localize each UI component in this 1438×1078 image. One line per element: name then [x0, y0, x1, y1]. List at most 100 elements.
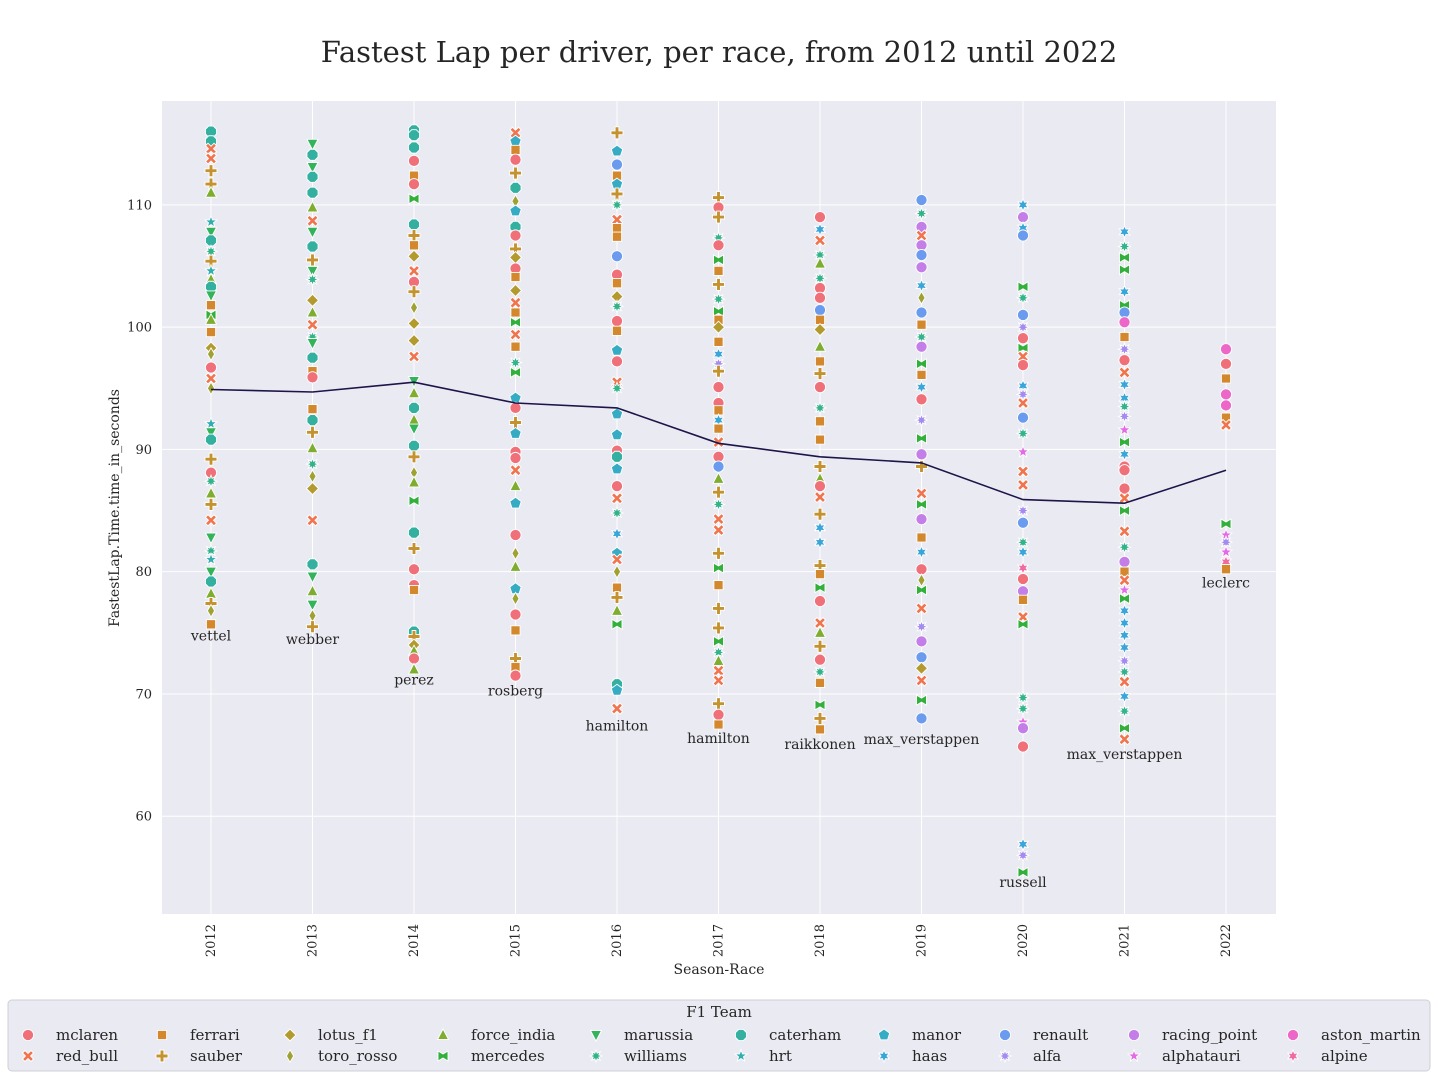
legend-label-mercedes: mercedes	[471, 1047, 545, 1065]
data-point-renault	[813, 304, 827, 317]
data-point-sauber	[204, 254, 218, 268]
data-point-ferrari	[510, 661, 521, 673]
data-point-red_bull	[1016, 350, 1030, 363]
x-tick-label: 2012	[204, 924, 219, 957]
data-point-haas	[813, 535, 827, 550]
data-point-marussia	[306, 138, 319, 151]
x-tick-label: 2021	[1118, 924, 1133, 957]
data-point-force_india	[407, 386, 421, 399]
y-tick-label: 60	[135, 810, 152, 825]
legend-marker-ferrari	[156, 1029, 168, 1041]
data-point-ferrari	[1017, 594, 1029, 605]
y-tick-labels: 60 70 80 90 100 110	[127, 198, 152, 824]
data-point-manor	[610, 428, 624, 441]
legend-box	[7, 999, 1431, 1072]
data-point-williams	[609, 299, 625, 314]
data-point-ferrari	[205, 619, 217, 630]
data-point-marussia	[204, 226, 218, 239]
data-point-ferrari	[611, 223, 623, 234]
data-point-ferrari	[814, 677, 826, 688]
data-point-red_bull	[712, 674, 725, 687]
legend-marker-renault	[998, 1028, 1012, 1042]
data-point-williams	[203, 473, 219, 489]
data-point-mercedes	[611, 618, 623, 631]
data-point-force_india	[813, 339, 827, 352]
data-point-force_india	[712, 471, 725, 484]
data-point-mclaren	[712, 708, 725, 721]
data-point-mercedes	[916, 694, 927, 706]
data-point-red_bull	[712, 435, 725, 449]
data-point-renault	[610, 158, 624, 171]
data-point-ferrari	[611, 231, 623, 242]
data-point-force_india	[204, 312, 218, 325]
legend-entries: mclaren red_bull ferrari sauber lotus_f1toro…	[21, 1026, 1421, 1065]
data-point-haas	[1118, 689, 1131, 704]
data-point-sauber	[712, 546, 725, 560]
data-point-toro_rosso	[511, 591, 520, 606]
data-point-manor	[509, 204, 522, 217]
data-point-alphatauri	[1117, 422, 1132, 436]
data-point-manor	[610, 343, 624, 356]
data-point-red_bull	[813, 616, 827, 630]
data-point-mercedes	[1017, 866, 1029, 879]
driver-annotation: rosberg	[488, 683, 543, 699]
data-point-ferrari	[510, 144, 521, 155]
data-point-mclaren	[1219, 357, 1233, 370]
data-point-mclaren	[509, 153, 522, 166]
data-point-red_bull	[712, 523, 725, 537]
data-point-haas	[915, 544, 928, 560]
data-point-red_bull	[204, 372, 218, 385]
data-point-force_india	[813, 256, 827, 269]
data-point-red_bull	[509, 126, 522, 139]
driver-annotation: russell	[999, 875, 1047, 891]
data-point-mercedes	[916, 498, 927, 511]
data-point-williams	[1015, 290, 1031, 306]
data-point-ferrari	[713, 314, 724, 325]
mean-line	[210, 381, 1227, 505]
data-point-alfa	[914, 412, 929, 428]
driver-annotation: raikkonen	[784, 737, 855, 753]
data-point-marussia	[306, 162, 319, 174]
data-point-red_bull	[610, 213, 624, 226]
data-point-ferrari	[510, 271, 521, 283]
data-point-renault	[915, 248, 928, 262]
data-point-ferrari	[1119, 331, 1130, 343]
data-point-red_bull	[915, 674, 928, 687]
data-point-marussia	[306, 265, 319, 278]
data-point-renault	[1016, 229, 1030, 242]
data-point-sauber	[813, 367, 827, 381]
data-point-mclaren	[813, 594, 827, 608]
legend-marker-aston_martin	[1286, 1028, 1300, 1042]
data-point-toro_rosso	[206, 603, 216, 618]
data-point-alfa	[1015, 503, 1031, 518]
data-point-racing_point	[1016, 722, 1030, 735]
data-point-ferrari	[713, 719, 724, 730]
data-point-alphatauri	[1015, 444, 1031, 458]
y-tick-label: 100	[127, 321, 152, 336]
data-point-red_bull	[509, 328, 522, 341]
data-point-mercedes	[1119, 263, 1130, 276]
y-tick-label: 110	[127, 198, 152, 213]
data-point-haas	[1118, 284, 1131, 299]
data-point-ferrari	[408, 170, 420, 181]
data-point-mercedes	[1119, 504, 1130, 517]
data-point-racing_point	[915, 261, 928, 274]
data-point-haas	[1118, 377, 1131, 392]
data-point-haas	[813, 520, 827, 535]
data-point-mclaren	[1118, 354, 1131, 367]
data-point-williams	[1117, 239, 1132, 254]
data-point-renault	[712, 460, 725, 473]
data-point-manor	[509, 426, 522, 439]
chart-title: Fastest Lap per driver, per race, from 2…	[321, 35, 1118, 69]
legend-label-alfa: alfa	[1033, 1047, 1061, 1065]
data-point-toro_rosso	[917, 290, 926, 305]
data-point-caterham	[408, 218, 420, 231]
data-point-sauber	[712, 364, 725, 378]
legend-label-alphatauri: alphatauri	[1162, 1047, 1241, 1065]
data-point-caterham	[408, 439, 420, 452]
data-point-red_bull	[509, 296, 522, 309]
legend-marker-alphatauri	[1126, 1048, 1142, 1063]
data-point-caterham	[509, 181, 522, 194]
legend-marker-haas	[877, 1048, 891, 1064]
